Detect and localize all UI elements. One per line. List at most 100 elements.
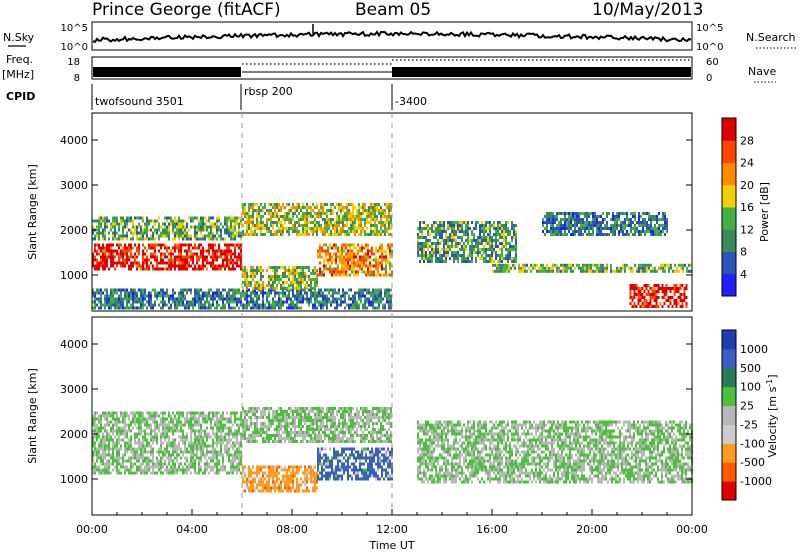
heatmap-cell (280, 278, 282, 281)
heatmap-cell (242, 294, 244, 298)
heatmap-cell (501, 260, 503, 263)
heatmap-cell (588, 215, 590, 218)
heatmap-cell (100, 456, 102, 460)
heatmap-cell (381, 273, 383, 277)
heatmap-cell (493, 239, 495, 242)
heatmap-cell (505, 230, 507, 233)
heatmap-cell (645, 305, 648, 308)
heatmap-cell (350, 227, 352, 230)
heatmap-cell (332, 294, 334, 298)
heatmap-cell (329, 267, 331, 271)
heatmap-cell (341, 258, 343, 262)
heatmap-cell (244, 275, 246, 278)
heatmap-cell (329, 252, 331, 256)
heatmap-cell (506, 266, 508, 270)
heatmap-cell (92, 255, 94, 259)
heatmap-cell (308, 215, 310, 218)
heatmap-cell (578, 230, 580, 233)
heatmap-cell (366, 300, 368, 304)
heatmap-cell (370, 224, 372, 227)
heatmap-cell (574, 215, 576, 218)
heatmap-cell (180, 462, 182, 466)
heatmap-cell (122, 264, 124, 268)
heatmap-cell (178, 444, 180, 448)
heatmap-cell (382, 209, 384, 212)
heatmap-cell (178, 258, 180, 262)
heatmap-cell (162, 420, 164, 424)
heatmap-cell (182, 237, 184, 241)
heatmap-cell (552, 263, 554, 267)
heatmap-cell (236, 219, 238, 223)
heatmap-cell (96, 438, 98, 442)
heatmap-cell (337, 267, 339, 271)
heatmap-cell (174, 261, 176, 265)
heatmap-cell (321, 249, 323, 253)
heatmap-cell (572, 215, 574, 218)
heatmap-cell (296, 221, 298, 224)
heatmap-cell (338, 221, 340, 224)
heatmap-cell (114, 465, 116, 469)
heatmap-cell (465, 239, 467, 242)
heatmap-cell (318, 212, 320, 215)
heatmap-cell (194, 294, 196, 298)
heatmap-cell (361, 267, 363, 271)
heatmap-cell (340, 203, 342, 206)
heatmap-cell (300, 209, 302, 212)
heatmap-cell (512, 263, 514, 267)
heatmap-cell (248, 203, 250, 206)
heatmap-cell (106, 243, 108, 247)
heatmap-cell (144, 423, 146, 427)
heatmap-cell (337, 249, 339, 253)
heatmap-cell (194, 471, 196, 475)
heatmap-cell (266, 284, 268, 287)
heatmap-cell (554, 233, 556, 236)
heatmap-cell (292, 212, 294, 215)
heatmap-cell (322, 203, 324, 206)
heatmap-cell (134, 414, 136, 418)
heatmap-cell (100, 219, 102, 223)
heatmap-cell (459, 224, 461, 227)
heatmap-cell (176, 444, 178, 448)
heatmap-cell (224, 237, 226, 241)
heatmap-cell (180, 429, 182, 433)
heatmap-cell (336, 303, 338, 307)
heatmap-cell (214, 267, 216, 271)
heatmap-cell (98, 222, 100, 226)
heatmap-cell (92, 258, 94, 262)
heatmap-cell (504, 263, 506, 267)
heatmap-cell (680, 263, 682, 267)
heatmap-cell (204, 258, 206, 262)
heatmap-cell (192, 465, 194, 469)
heatmap-cell (497, 239, 499, 242)
heatmap-cell (178, 411, 180, 415)
heatmap-cell (190, 219, 192, 223)
heatmap-cell (104, 228, 106, 232)
heatmap-cell (368, 221, 370, 224)
heatmap-cell (110, 225, 112, 229)
heatmap-cell (679, 299, 682, 302)
heatmap-cell (304, 215, 306, 218)
heatmap-cell (152, 420, 154, 424)
heatmap-cell (419, 254, 421, 257)
heatmap-cell (332, 212, 334, 215)
heatmap-cell (156, 255, 158, 259)
heatmap-cell (372, 294, 374, 298)
heatmap-cell (108, 450, 110, 454)
heatmap-cell (681, 302, 684, 305)
heatmap-cell (323, 270, 325, 274)
heatmap-cell (126, 255, 128, 259)
heatmap-cell (361, 246, 363, 250)
heatmap-cell (290, 288, 292, 292)
heatmap-cell (449, 245, 451, 248)
heatmap-cell (455, 239, 457, 242)
heatmap-cell (194, 468, 196, 472)
heatmap-cell (386, 297, 388, 301)
heatmap-cell (184, 417, 186, 421)
heatmap-cell (98, 450, 100, 454)
heatmap-cell (208, 300, 210, 304)
heatmap-cell (647, 302, 650, 305)
heatmap-cell (348, 233, 350, 236)
heatmap-cell (152, 447, 154, 451)
heatmap-cell (114, 435, 116, 439)
heatmap-cell (473, 248, 475, 251)
